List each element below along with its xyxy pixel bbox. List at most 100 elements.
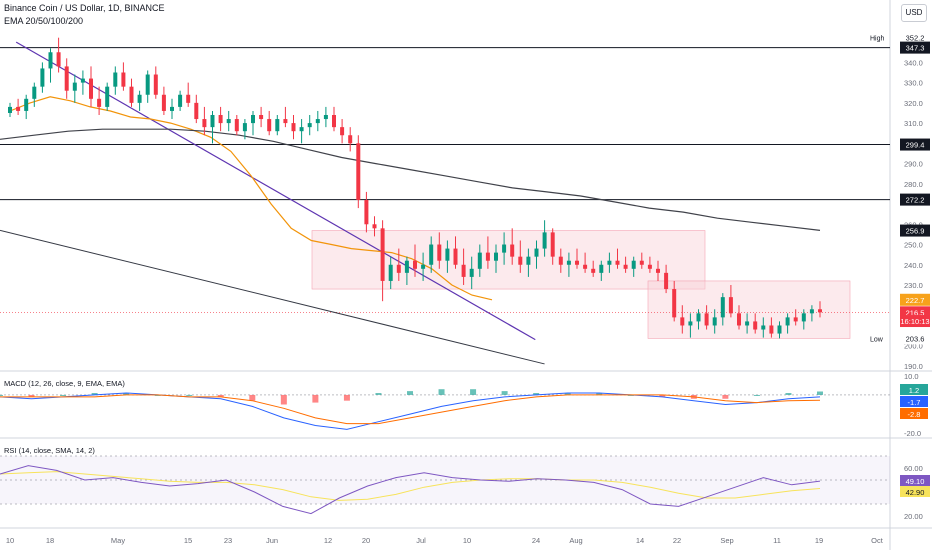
candle-body[interactable] (437, 244, 442, 261)
candle-body[interactable] (64, 66, 69, 91)
ema-indicator-label[interactable]: EMA 20/50/100/200 (4, 16, 84, 26)
candle-body[interactable] (623, 264, 628, 269)
candle-body[interactable] (105, 86, 110, 107)
candle-body[interactable] (518, 256, 523, 265)
candle-body[interactable] (550, 232, 555, 257)
candle-body[interactable] (275, 119, 280, 132)
candle-body[interactable] (283, 119, 288, 124)
candle-body[interactable] (16, 106, 21, 111)
candle-body[interactable] (48, 52, 53, 69)
candle-body[interactable] (793, 317, 798, 322)
candle-body[interactable] (696, 313, 701, 322)
candle-body[interactable] (575, 260, 579, 265)
candle-body[interactable] (170, 106, 174, 111)
candle-body[interactable] (356, 143, 361, 200)
candle-body[interactable] (761, 325, 766, 330)
candle-body[interactable] (542, 232, 547, 249)
candle-body[interactable] (680, 317, 685, 326)
candle-body[interactable] (242, 123, 247, 132)
candle-body[interactable] (737, 313, 741, 326)
candle-body[interactable] (202, 119, 207, 128)
candle-body[interactable] (218, 115, 223, 124)
candle-body[interactable] (267, 119, 272, 132)
candle-body[interactable] (259, 115, 264, 120)
candle-body[interactable] (72, 82, 77, 91)
candle-body[interactable] (639, 260, 644, 265)
candle-body[interactable] (299, 127, 304, 132)
candle-body[interactable] (186, 94, 191, 103)
candle-body[interactable] (404, 260, 409, 273)
candle-body[interactable] (453, 248, 458, 265)
candle-body[interactable] (656, 268, 660, 273)
candle-body[interactable] (210, 115, 215, 128)
candle-body[interactable] (526, 256, 531, 265)
candle-body[interactable] (153, 74, 158, 95)
candle-body[interactable] (234, 119, 239, 132)
candle-body[interactable] (753, 321, 758, 330)
candle-body[interactable] (818, 309, 822, 313)
candle-body[interactable] (291, 123, 296, 132)
candle-body[interactable] (672, 289, 677, 318)
candle-body[interactable] (323, 115, 328, 120)
candle-body[interactable] (161, 94, 166, 111)
candle-body[interactable] (388, 264, 393, 281)
candle-body[interactable] (24, 98, 29, 111)
candle-body[interactable] (421, 264, 426, 269)
candle-body[interactable] (720, 297, 725, 318)
candle-body[interactable] (56, 52, 61, 67)
candle-body[interactable] (745, 321, 750, 326)
candle-body[interactable] (340, 127, 345, 136)
candle-body[interactable] (315, 119, 320, 124)
candle-body[interactable] (8, 106, 12, 113)
candle-body[interactable] (364, 200, 369, 225)
trendline-resistance[interactable] (15, 41, 536, 341)
trendline-support[interactable] (0, 229, 545, 365)
candle-body[interactable] (785, 317, 790, 326)
candle-body[interactable] (194, 102, 199, 120)
candle-body[interactable] (502, 244, 507, 253)
candle-body[interactable] (372, 224, 377, 229)
candle-body[interactable] (558, 256, 563, 265)
candle-body[interactable] (396, 264, 401, 273)
candle-body[interactable] (615, 260, 620, 265)
candle-body[interactable] (348, 135, 353, 144)
candle-body[interactable] (485, 252, 490, 261)
candle-body[interactable] (534, 248, 539, 257)
candle-body[interactable] (599, 264, 604, 273)
currency-button[interactable]: USD (901, 4, 927, 22)
candle-body[interactable] (631, 260, 636, 269)
candle-body[interactable] (80, 78, 85, 83)
candle-body[interactable] (494, 252, 498, 261)
candle-body[interactable] (89, 78, 93, 99)
candle-body[interactable] (380, 228, 385, 281)
candle-body[interactable] (113, 72, 118, 87)
candle-body[interactable] (712, 317, 717, 326)
candle-body[interactable] (510, 244, 515, 257)
candle-body[interactable] (97, 98, 102, 107)
candle-body[interactable] (129, 86, 134, 103)
candle-body[interactable] (647, 264, 652, 269)
candle-body[interactable] (704, 313, 709, 326)
candle-body[interactable] (429, 244, 434, 265)
candle-body[interactable] (413, 260, 417, 269)
candle-body[interactable] (688, 321, 693, 326)
candle-body[interactable] (445, 248, 450, 261)
candle-body[interactable] (728, 297, 733, 314)
candle-body[interactable] (461, 264, 466, 277)
candle-body[interactable] (40, 68, 45, 87)
candle-body[interactable] (32, 86, 37, 99)
candle-body[interactable] (664, 272, 669, 290)
candle-body[interactable] (583, 264, 588, 269)
candle-body[interactable] (801, 313, 806, 322)
candle-body[interactable] (137, 94, 142, 103)
candle-body[interactable] (226, 119, 231, 124)
candle-body[interactable] (769, 325, 774, 334)
candle-body[interactable] (591, 268, 596, 273)
candle-body[interactable] (178, 94, 183, 107)
candle-body[interactable] (251, 115, 255, 124)
candle-body[interactable] (809, 309, 814, 314)
candle-body[interactable] (307, 123, 312, 128)
candle-body[interactable] (145, 74, 150, 95)
candle-body[interactable] (469, 268, 474, 277)
